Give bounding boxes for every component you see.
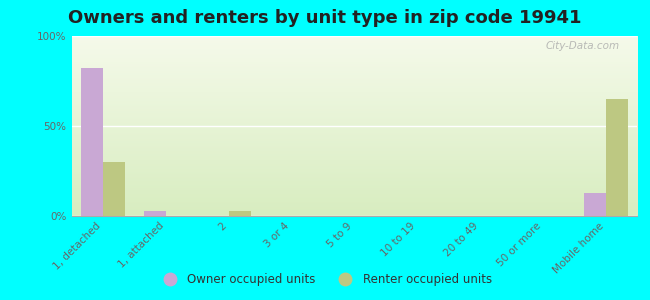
Text: City-Data.com: City-Data.com (546, 41, 620, 51)
Bar (81, 68, 103, 216)
Legend: Owner occupied units, Renter occupied units: Owner occupied units, Renter occupied un… (153, 269, 497, 291)
Text: Owners and renters by unit type in zip code 19941: Owners and renters by unit type in zip c… (68, 9, 582, 27)
Bar (103, 162, 125, 216)
Bar (584, 193, 606, 216)
Bar (606, 99, 627, 216)
Bar (144, 211, 166, 216)
Bar (229, 211, 250, 216)
